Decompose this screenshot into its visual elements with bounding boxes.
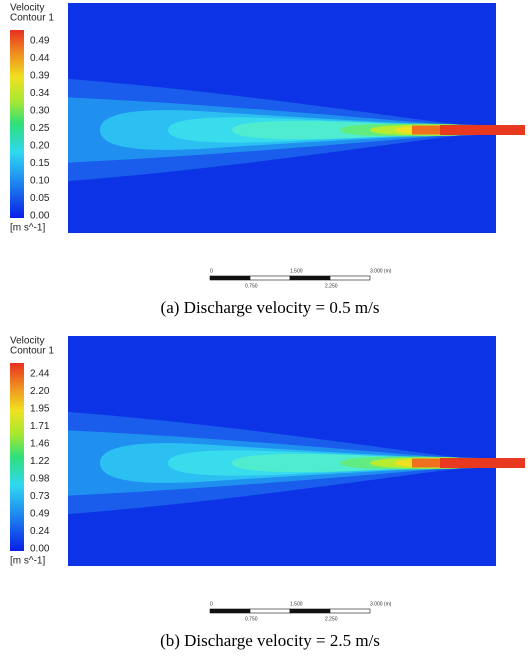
colorbar-label: 0.49	[30, 509, 50, 520]
colorbar-label: 0.00	[30, 211, 50, 222]
colorbar-label: 0.39	[30, 71, 50, 82]
jet-inlet	[440, 458, 525, 468]
scale-label: 0.750	[245, 283, 258, 289]
colorbar	[10, 363, 24, 551]
scale-segment	[209, 275, 251, 281]
colorbar-label: 0.15	[30, 158, 50, 169]
colorbar-label: 1.46	[30, 439, 50, 450]
legend-title: Velocity	[10, 336, 44, 347]
legend-unit: [m s^-1]	[10, 556, 45, 567]
legend-title: Velocity	[10, 3, 44, 14]
colorbar-label: 0.10	[30, 176, 50, 187]
legend-subtitle: Contour 1	[10, 346, 54, 357]
legend-unit: [m s^-1]	[10, 223, 45, 234]
colorbar	[10, 30, 24, 218]
colorbar-label: 0.00	[30, 544, 50, 555]
colorbar-label: 2.44	[30, 369, 50, 380]
scale-label: 1.500	[290, 268, 303, 274]
scale-segment	[329, 275, 371, 281]
jet-inlet	[440, 125, 525, 135]
legend-subtitle: Contour 1	[10, 13, 54, 24]
colorbar-label: 0.25	[30, 123, 50, 134]
scale-label: 0	[210, 601, 213, 607]
scale-segment	[289, 608, 331, 614]
scale-label: 0	[210, 268, 213, 274]
colorbar-label: 0.49	[30, 36, 50, 47]
scale-segment	[329, 608, 371, 614]
scale-label: 3.000 (m)	[370, 268, 392, 274]
caption: (a) Discharge velocity = 0.5 m/s	[161, 298, 380, 317]
colorbar-label: 0.20	[30, 141, 50, 152]
colorbar-label: 0.05	[30, 193, 50, 204]
scale-label: 2.250	[325, 283, 338, 289]
colorbar-label: 1.22	[30, 456, 50, 467]
colorbar-label: 0.34	[30, 88, 50, 99]
caption: (b) Discharge velocity = 2.5 m/s	[160, 631, 380, 650]
colorbar-label: 0.24	[30, 526, 50, 537]
scale-label: 0.750	[245, 616, 258, 622]
scale-segment	[249, 608, 291, 614]
colorbar-label: 0.98	[30, 474, 50, 485]
scale-label: 1.500	[290, 601, 303, 607]
scale-segment	[249, 275, 291, 281]
scale-segment	[209, 608, 251, 614]
colorbar-label: 1.71	[30, 421, 50, 432]
colorbar-label: 1.95	[30, 404, 50, 415]
colorbar-label: 2.20	[30, 386, 50, 397]
scale-segment	[289, 275, 331, 281]
colorbar-label: 0.30	[30, 106, 50, 117]
scale-label: 2.250	[325, 616, 338, 622]
colorbar-label: 0.44	[30, 53, 50, 64]
colorbar-label: 0.73	[30, 491, 50, 502]
scale-label: 3.000 (m)	[370, 601, 392, 607]
